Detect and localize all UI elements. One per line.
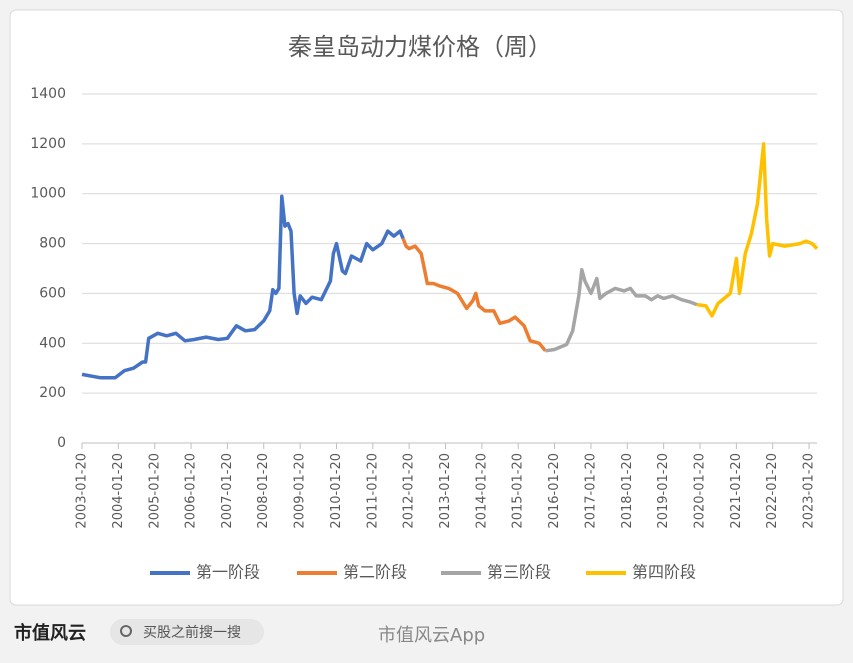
x-tick-label: 2012-01-20 — [402, 453, 417, 529]
search-icon — [120, 625, 132, 637]
card — [9, 9, 844, 606]
y-tick-label: 800 — [39, 236, 66, 252]
footer-logo: 市值风云 — [14, 622, 86, 644]
x-tick-label: 2021-01-20 — [729, 453, 744, 529]
legend-label: 第二阶段 — [343, 563, 407, 582]
series-line — [401, 237, 547, 352]
x-tick-label: 2003-01-20 — [75, 453, 90, 529]
y-tick-label: 200 — [39, 385, 66, 401]
legend-label: 第三阶段 — [487, 563, 551, 582]
x-tick-label: 2018-01-20 — [620, 453, 635, 529]
y-tick-label: 400 — [39, 335, 66, 351]
x-tick-label: 2016-01-20 — [547, 453, 562, 529]
x-tick-label: 2008-01-20 — [256, 453, 271, 529]
x-tick-label: 2009-01-20 — [293, 453, 308, 529]
legend-label: 第四阶段 — [632, 563, 696, 582]
x-tick-label: 2011-01-20 — [365, 453, 380, 529]
x-tick-label: 2014-01-20 — [474, 453, 489, 529]
x-tick-label: 2022-01-20 — [765, 453, 780, 529]
legend-label: 第一阶段 — [196, 563, 260, 582]
x-tick-label: 2007-01-20 — [220, 453, 235, 529]
x-tick-label: 2019-01-20 — [656, 453, 671, 529]
x-tick-label: 2005-01-20 — [147, 453, 162, 529]
series-line — [696, 142, 819, 318]
search-box[interactable] — [110, 619, 264, 645]
x-tick-label: 2013-01-20 — [438, 453, 453, 529]
x-tick-label: 2020-01-20 — [692, 453, 707, 529]
x-tick-label: 2017-01-20 — [583, 453, 598, 529]
series-line — [81, 194, 405, 380]
chart-title: 秦皇岛动力煤价格（周） — [288, 33, 552, 61]
series-line — [545, 267, 698, 353]
y-tick-label: 1400 — [30, 86, 66, 102]
x-tick-label: 2004-01-20 — [111, 453, 126, 529]
y-tick-label: 1200 — [30, 136, 66, 152]
y-tick-label: 1000 — [30, 186, 66, 202]
y-tick-label: 600 — [39, 285, 66, 301]
x-tick-label: 2010-01-20 — [329, 453, 344, 529]
footer-brand: 市值风云App — [378, 625, 485, 646]
x-tick-label: 2006-01-20 — [184, 453, 199, 529]
x-tick-label: 2015-01-20 — [511, 453, 526, 529]
y-tick-label: 0 — [57, 435, 66, 451]
search-text[interactable]: 买股之前搜一搜 — [143, 624, 241, 641]
x-tick-label: 2023-01-20 — [802, 453, 817, 529]
